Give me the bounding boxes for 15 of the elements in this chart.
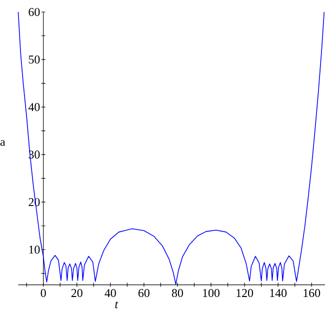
y-tick-label: 50 bbox=[28, 56, 40, 64]
x-tick-label: 100 bbox=[203, 289, 220, 298]
x-axis-title: t bbox=[115, 301, 118, 308]
x-tick-label: 160 bbox=[304, 289, 320, 298]
x-tick-label: 20 bbox=[71, 289, 82, 298]
y-tick-label: 40 bbox=[28, 103, 40, 112]
x-tick-label: 140 bbox=[270, 289, 287, 298]
x-tick-label: 60 bbox=[138, 289, 150, 298]
x-tick-label: 80 bbox=[172, 289, 183, 298]
y-tick-label: 10 bbox=[29, 246, 40, 254]
y-axis-title: a bbox=[0, 140, 6, 146]
x-tick-label: 0 bbox=[40, 289, 46, 298]
x-tick-label: 120 bbox=[236, 289, 254, 298]
x-tick-label: 40 bbox=[104, 289, 116, 298]
y-tick-label: 60 bbox=[28, 8, 40, 16]
